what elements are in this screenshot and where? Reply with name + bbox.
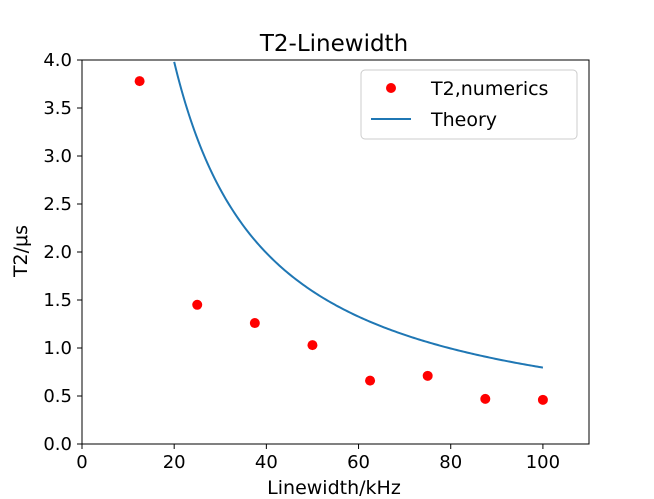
y-tick-label: 2.0 (43, 242, 72, 263)
x-axis-label: Linewidth/kHz (267, 477, 401, 499)
data-point (422, 370, 433, 381)
x-tick-label: 80 (439, 452, 462, 473)
data-point (365, 375, 376, 386)
y-tick-label: 1.0 (43, 338, 72, 359)
chart-title: T2-Linewidth (259, 31, 408, 57)
y-tick-label: 2.5 (43, 194, 72, 215)
y-tick-label: 0.0 (43, 434, 72, 455)
data-point (537, 394, 548, 405)
legend-box (360, 69, 578, 140)
theory-line (173, 61, 544, 369)
x-tick-label: 60 (347, 452, 370, 473)
y-tick-label: 3.0 (43, 146, 72, 167)
y-tick-label: 1.5 (43, 290, 72, 311)
x-tick-label: 100 (526, 452, 560, 473)
data-point (480, 393, 491, 404)
data-point (249, 318, 260, 329)
axes-ticks: 0 20 40 60 80 100 0.0 0.5 1.0 1.5 2.0 2.5 3.0 3.5 4.0 (43, 50, 560, 473)
legend-label-numerics: T2,numerics (430, 78, 548, 100)
data-point (134, 76, 145, 87)
y-tick-label: 0.5 (43, 386, 72, 407)
data-point (192, 299, 203, 310)
y-tick-label: 3.5 (43, 98, 72, 119)
plot-area (81, 59, 590, 445)
x-tick-label: 40 (255, 452, 278, 473)
y-tick-label: 4.0 (43, 50, 72, 71)
legend-label-theory: Theory (430, 109, 497, 131)
legend: T2,numerics Theory (360, 69, 578, 140)
legend-marker-numerics (386, 83, 396, 93)
data-point (307, 340, 318, 351)
y-axis-label: T2/μs (10, 225, 32, 278)
x-tick-label: 20 (163, 452, 186, 473)
x-tick-label: 0 (76, 452, 87, 473)
